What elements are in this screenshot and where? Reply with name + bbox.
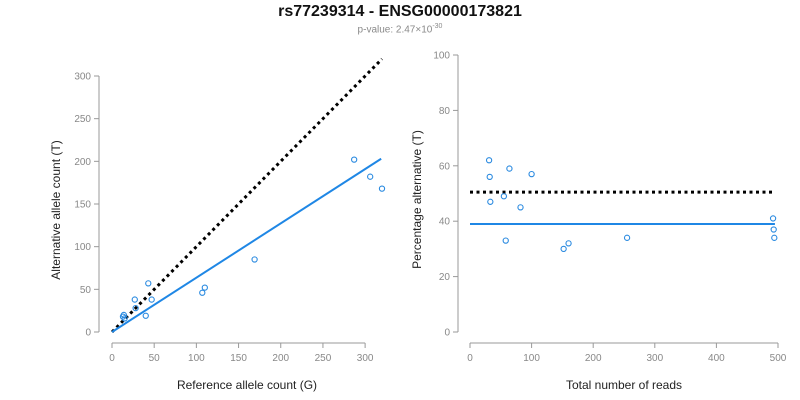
x-tick-label: 100: [188, 353, 205, 364]
x-tick-label: 300: [646, 353, 663, 364]
data-point: [528, 170, 535, 178]
data-point: [201, 284, 208, 291]
data-point: [145, 280, 152, 287]
data-point: [131, 296, 138, 303]
data-point: [120, 311, 127, 319]
data-point: [132, 304, 139, 312]
data-point: [565, 240, 572, 247]
y-tick-label: 40: [439, 217, 451, 228]
x-axis-label: Total number of reads: [566, 378, 682, 392]
y-tick-label: 150: [74, 200, 91, 211]
y-tick-label: 100: [74, 242, 91, 253]
x-axis-label: Reference allele count (G): [177, 378, 317, 392]
y-tick-label: 60: [439, 161, 451, 172]
x-tick-label: 100: [523, 353, 540, 364]
chart-subtitle: p-value: 2.47×10-30: [0, 23, 800, 35]
data-point: [487, 198, 494, 205]
data-point: [502, 237, 509, 244]
y-tick-label: 50: [80, 285, 92, 296]
y-axis-label: Alternative allele count (T): [49, 140, 63, 279]
y-tick-label: 250: [74, 114, 91, 125]
data-point: [378, 185, 386, 192]
data-point: [770, 226, 777, 233]
data-point: [142, 312, 149, 319]
data-point: [367, 173, 374, 180]
data-point: [500, 193, 508, 200]
y-tick-label: 80: [439, 106, 451, 117]
p-value-text: p-value: 2.47×10: [357, 24, 433, 36]
x-tick-label: 0: [467, 353, 473, 364]
x-tick-label: 250: [315, 353, 332, 364]
y-tick-label: 0: [444, 328, 450, 339]
data-point: [251, 256, 258, 263]
data-point: [769, 215, 777, 222]
y-tick-label: 300: [74, 72, 91, 83]
data-point: [560, 245, 567, 253]
p-value-exponent: -30: [432, 23, 443, 30]
data-point: [486, 173, 493, 181]
chart-title: rs77239314 - ENSG00000173821: [278, 3, 522, 20]
x-tick-label: 500: [770, 353, 787, 364]
x-tick-label: 200: [585, 353, 602, 364]
data-point: [121, 315, 128, 322]
x-tick-label: 400: [708, 353, 725, 364]
fit-line: [111, 157, 382, 333]
data-point: [506, 165, 513, 172]
data-point: [199, 289, 206, 296]
x-tick-label: 0: [109, 353, 115, 364]
data-point: [485, 157, 493, 164]
data-point: [623, 234, 631, 241]
y-tick-label: 100: [433, 51, 450, 62]
left-scatter-panel: 0 50 100 150 200 250 300 0 50 100 150 200 250 300 Refe…: [49, 57, 386, 392]
x-tick-label: 150: [230, 353, 247, 364]
y-tick-label: 200: [74, 157, 91, 168]
y-tick-label: 0: [85, 328, 91, 339]
data-point: [517, 204, 524, 211]
x-tick-label: 200: [272, 353, 289, 364]
x-tick-label: 50: [149, 353, 161, 364]
y-tick-label: 20: [439, 272, 451, 283]
right-scatter-panel: 0 100 200 300 400 500 0 20 40 60 80 100 Total number…: [410, 51, 787, 393]
data-point: [771, 234, 778, 241]
y-axis-label: Percentage alternative (T): [410, 130, 424, 269]
reference-dotted-line: [110, 57, 384, 334]
data-point: [351, 156, 358, 163]
data-point: [148, 296, 155, 303]
x-tick-label: 300: [357, 353, 374, 364]
